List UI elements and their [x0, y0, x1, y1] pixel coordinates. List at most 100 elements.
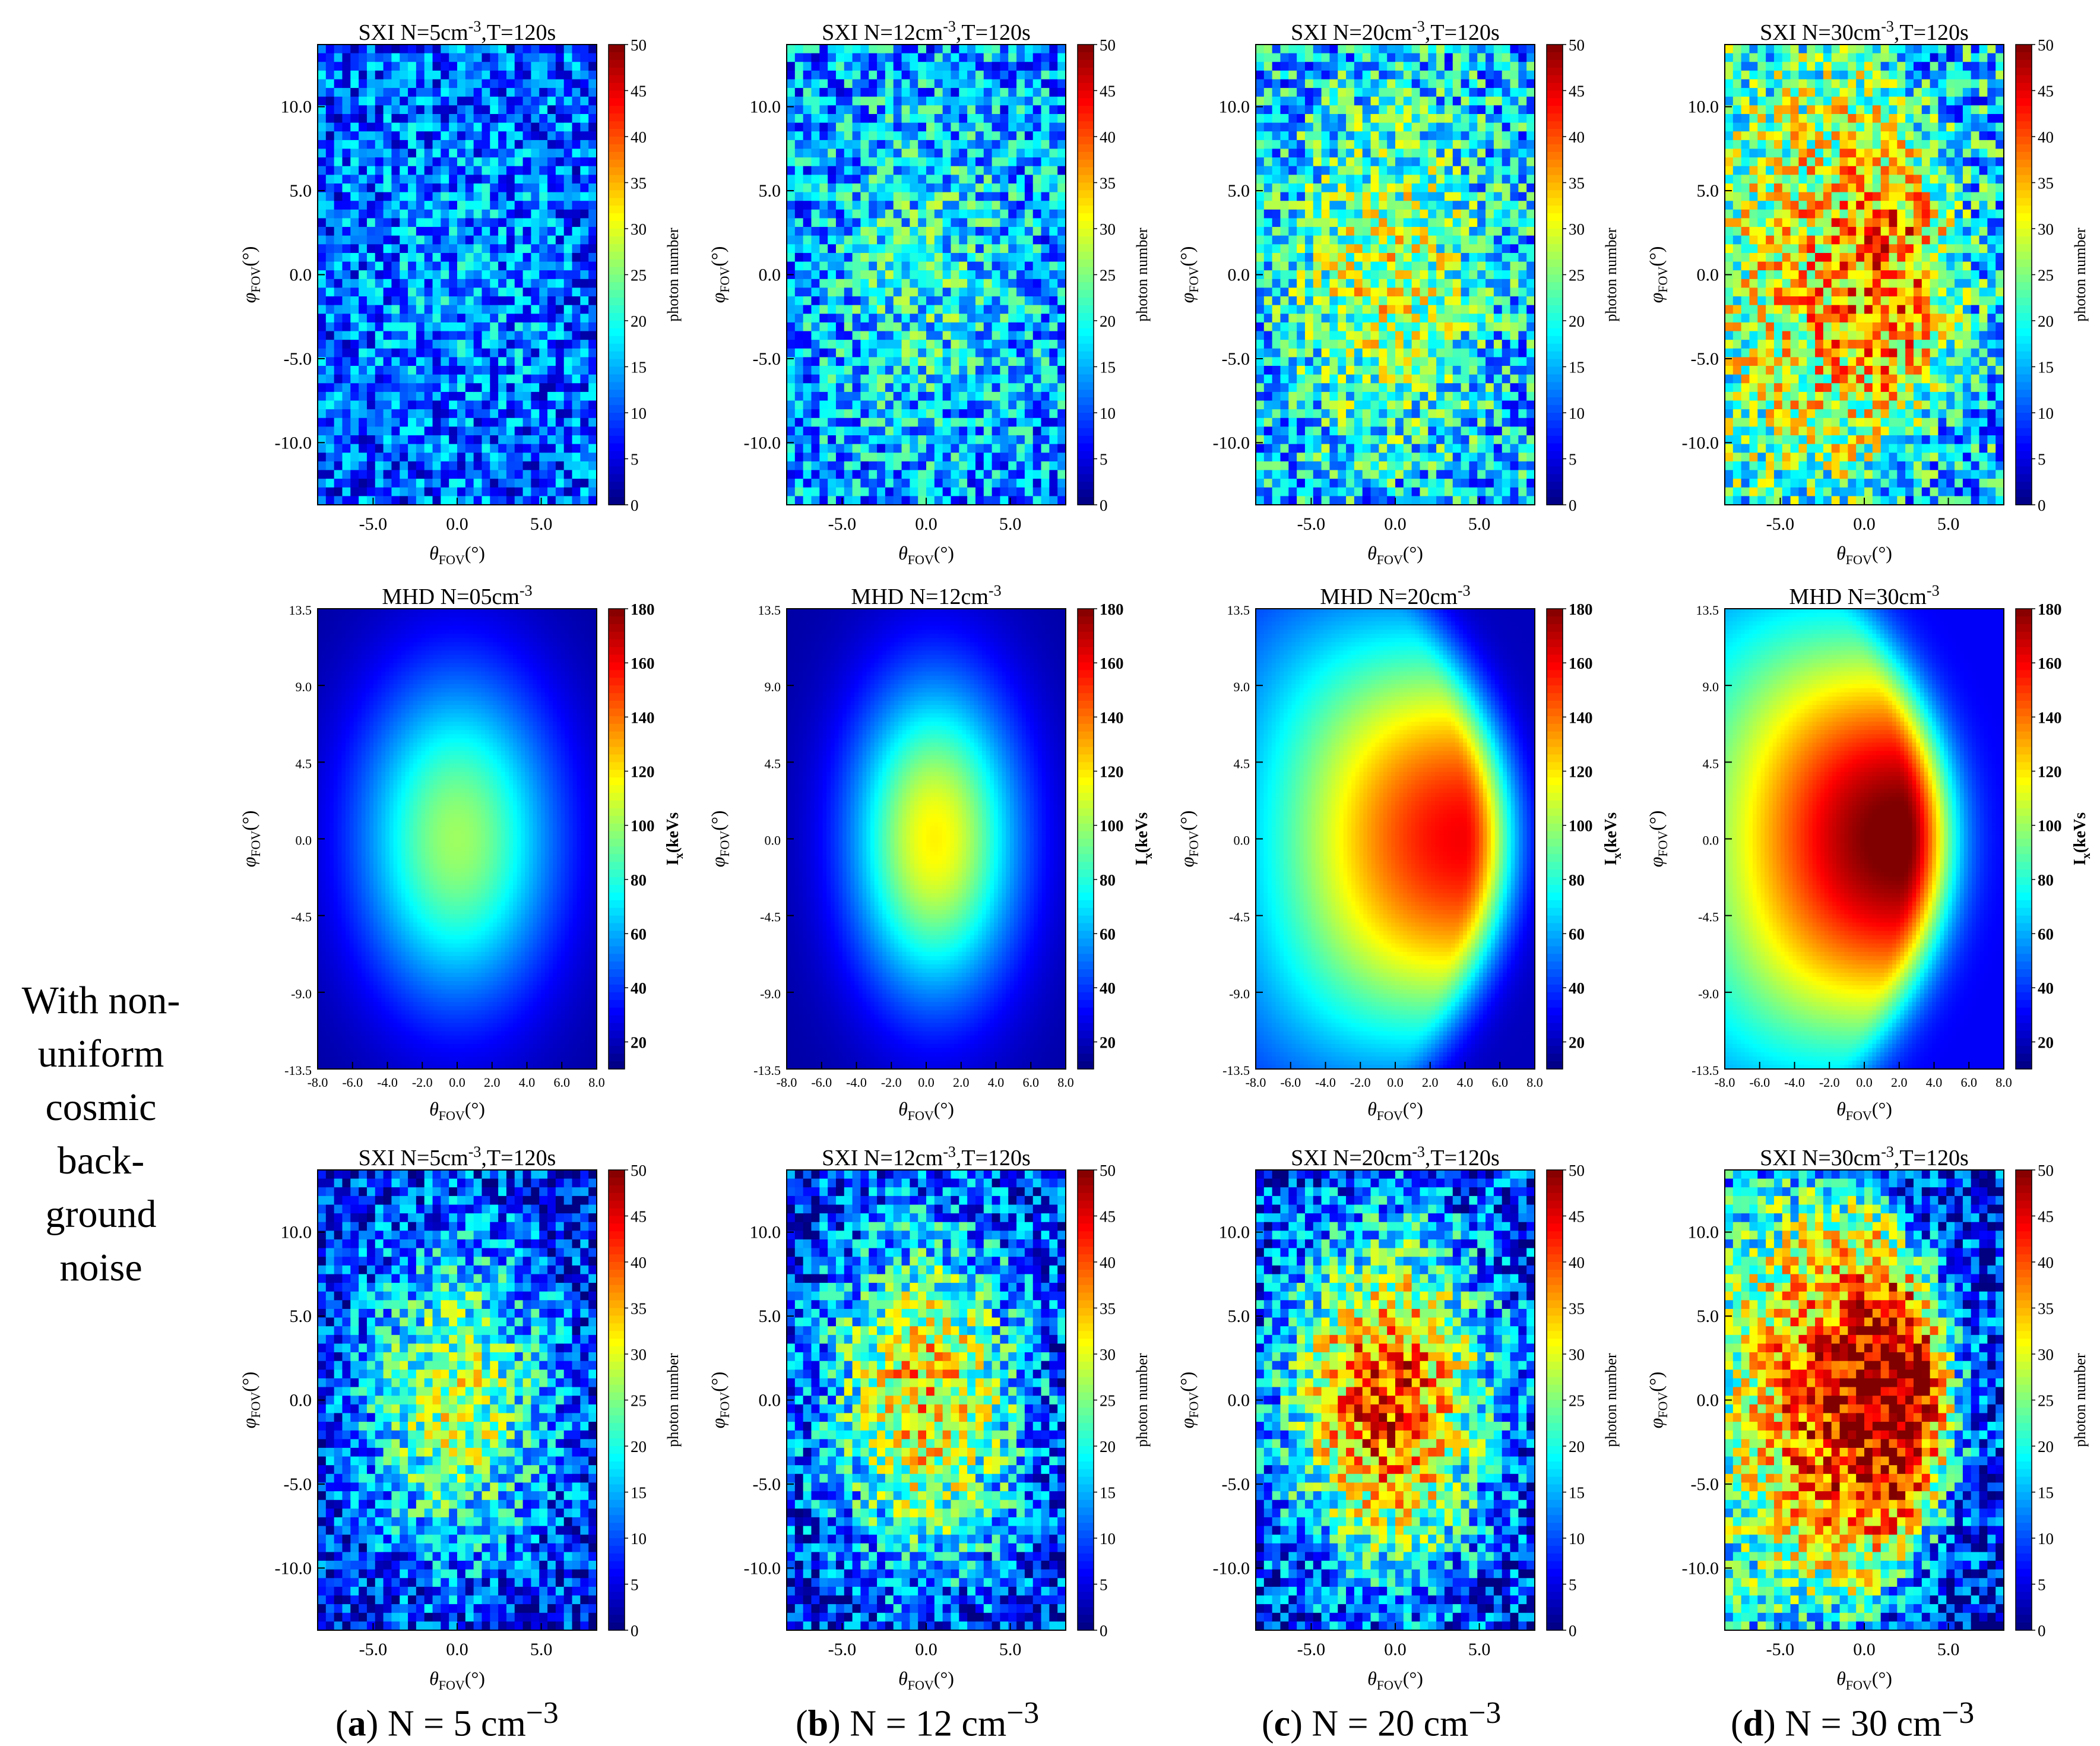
heat-cell: [367, 340, 375, 349]
heat-cell: [408, 435, 416, 444]
heat-cell: [400, 140, 408, 149]
heat-cell: [375, 496, 384, 505]
heat-cell: [326, 71, 334, 80]
heat-cell: [375, 305, 384, 314]
heat-cell: [359, 392, 367, 401]
heat-cell: [384, 444, 392, 453]
heat-cell: [367, 461, 375, 470]
heat-cell: [416, 201, 425, 210]
heat-cell: [359, 279, 367, 288]
heat-cell: [384, 357, 392, 366]
heat-cell: [400, 262, 408, 271]
heat-cell: [318, 349, 326, 358]
heat-cell: [359, 409, 367, 418]
heat-cell: [318, 331, 326, 340]
heat-cell: [350, 279, 359, 288]
heat-cell: [384, 236, 392, 245]
heat-cell: [326, 175, 334, 184]
heat-cell: [400, 435, 408, 444]
heat-cell: [334, 279, 343, 288]
heat-cell: [350, 392, 359, 401]
heat-cell: [367, 401, 375, 410]
heat-cell: [375, 383, 384, 392]
heat-cell: [375, 244, 384, 253]
heat-cell: [391, 62, 400, 71]
heat-cell: [391, 114, 400, 123]
heat-cell: [359, 270, 367, 279]
heat-cell: [384, 140, 392, 149]
heat-cell: [416, 184, 425, 192]
heat-cell: [342, 45, 350, 53]
heat-cell: [375, 426, 384, 435]
heat-cell: [334, 236, 343, 245]
heat-cell: [367, 157, 375, 166]
heat-cell: [318, 305, 326, 314]
heat-cell: [408, 488, 416, 496]
heat-cell: [375, 366, 384, 375]
heat-cell: [416, 322, 425, 331]
heat-cell: [326, 357, 334, 366]
heat-cell: [408, 53, 416, 62]
heat-cell: [391, 366, 400, 375]
heat-cell: [391, 340, 400, 349]
heat-cell: [384, 97, 392, 106]
heat-cell: [367, 184, 375, 192]
heat-cell: [350, 140, 359, 149]
heat-cell: [384, 426, 392, 435]
heat-cell: [334, 322, 343, 331]
heat-cell: [375, 201, 384, 210]
heat-cell: [375, 157, 384, 166]
heat-cell: [384, 418, 392, 427]
heat-cell: [326, 366, 334, 375]
heat-cell: [318, 401, 326, 410]
heat-cell: [359, 148, 367, 157]
heat-cell: [334, 45, 343, 53]
heat-cell: [350, 270, 359, 279]
heat-cell: [326, 262, 334, 271]
heat-cell: [367, 305, 375, 314]
heat-cell: [375, 148, 384, 157]
heat-cell: [350, 210, 359, 219]
heat-cell: [342, 148, 350, 157]
heat-cell: [384, 244, 392, 253]
heat-cell: [400, 479, 408, 488]
heat-cell: [342, 401, 350, 410]
heat-cell: [350, 287, 359, 296]
heat-cell: [326, 418, 334, 427]
heat-cell: [391, 279, 400, 288]
heat-cell: [359, 314, 367, 322]
heat-cell: [375, 97, 384, 106]
heat-cell: [326, 270, 334, 279]
heat-cell: [391, 210, 400, 219]
heat-cell: [326, 322, 334, 331]
heat-cell: [334, 62, 343, 71]
heat-cell: [350, 201, 359, 210]
heat-cell: [326, 331, 334, 340]
heat-cell: [375, 166, 384, 175]
heat-cell: [375, 322, 384, 331]
heat-cell: [318, 175, 326, 184]
caption-c: (c) N = 20 cm−3: [1262, 1696, 1501, 1745]
heat-cell: [408, 79, 416, 88]
heat-cell: [408, 496, 416, 505]
heat-cell: [326, 140, 334, 149]
heat-cell: [367, 331, 375, 340]
heat-cell: [408, 157, 416, 166]
heat-cell: [400, 192, 408, 201]
heat-cell: [367, 62, 375, 71]
heat-cell: [359, 201, 367, 210]
heat-cell: [391, 314, 400, 322]
heat-cell: [384, 79, 392, 88]
heat-cell: [350, 366, 359, 375]
heat-cell: [350, 53, 359, 62]
chart-title-sup: -3: [468, 18, 482, 35]
heat-cell: [375, 296, 384, 305]
heat-cell: [391, 148, 400, 157]
heat-cell: [416, 114, 425, 123]
heat-cell: [391, 140, 400, 149]
heat-cell: [318, 210, 326, 219]
heat-cell: [342, 375, 350, 384]
figure: With non- uniform cosmic back- ground no…: [0, 0, 2100, 1746]
heat-cell: [359, 140, 367, 149]
heat-cell: [326, 444, 334, 453]
